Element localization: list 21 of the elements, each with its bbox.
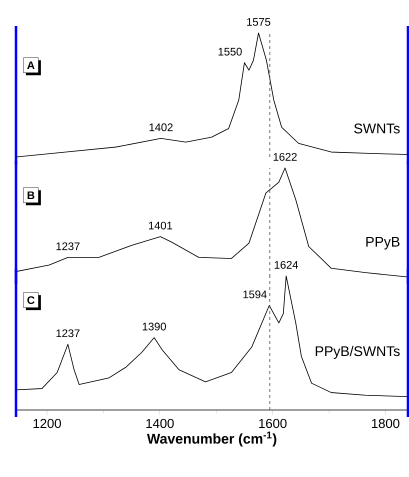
x-tick-label: 1400 <box>146 418 174 428</box>
text: A <box>27 61 35 70</box>
annotation: 1624 <box>274 261 298 269</box>
annotation: 1401 <box>148 222 172 230</box>
text: B <box>28 191 34 200</box>
annotation: 1622 <box>274 153 297 161</box>
series-label: PPyB <box>366 236 400 250</box>
annotation: 1575 <box>247 18 270 26</box>
x-tick-label: 1800 <box>372 418 400 428</box>
text: C <box>27 296 35 304</box>
annotation: 1594 <box>243 290 267 298</box>
x-tick-label: 1600 <box>259 418 287 428</box>
annotation: 1237 <box>56 242 80 250</box>
annotation: 1550 <box>218 48 242 56</box>
x-tick-label: 1200 <box>34 418 61 428</box>
x-axis-title: Wavenumber (cm$^{-1}$) <box>146 432 276 446</box>
series-label: SWNTs <box>354 124 400 134</box>
annotation: 1402 <box>150 123 173 132</box>
series-label: PPyB/SWNTs <box>316 346 400 359</box>
annotation: 1390 <box>142 322 166 330</box>
annotation: 1237 <box>56 329 80 338</box>
